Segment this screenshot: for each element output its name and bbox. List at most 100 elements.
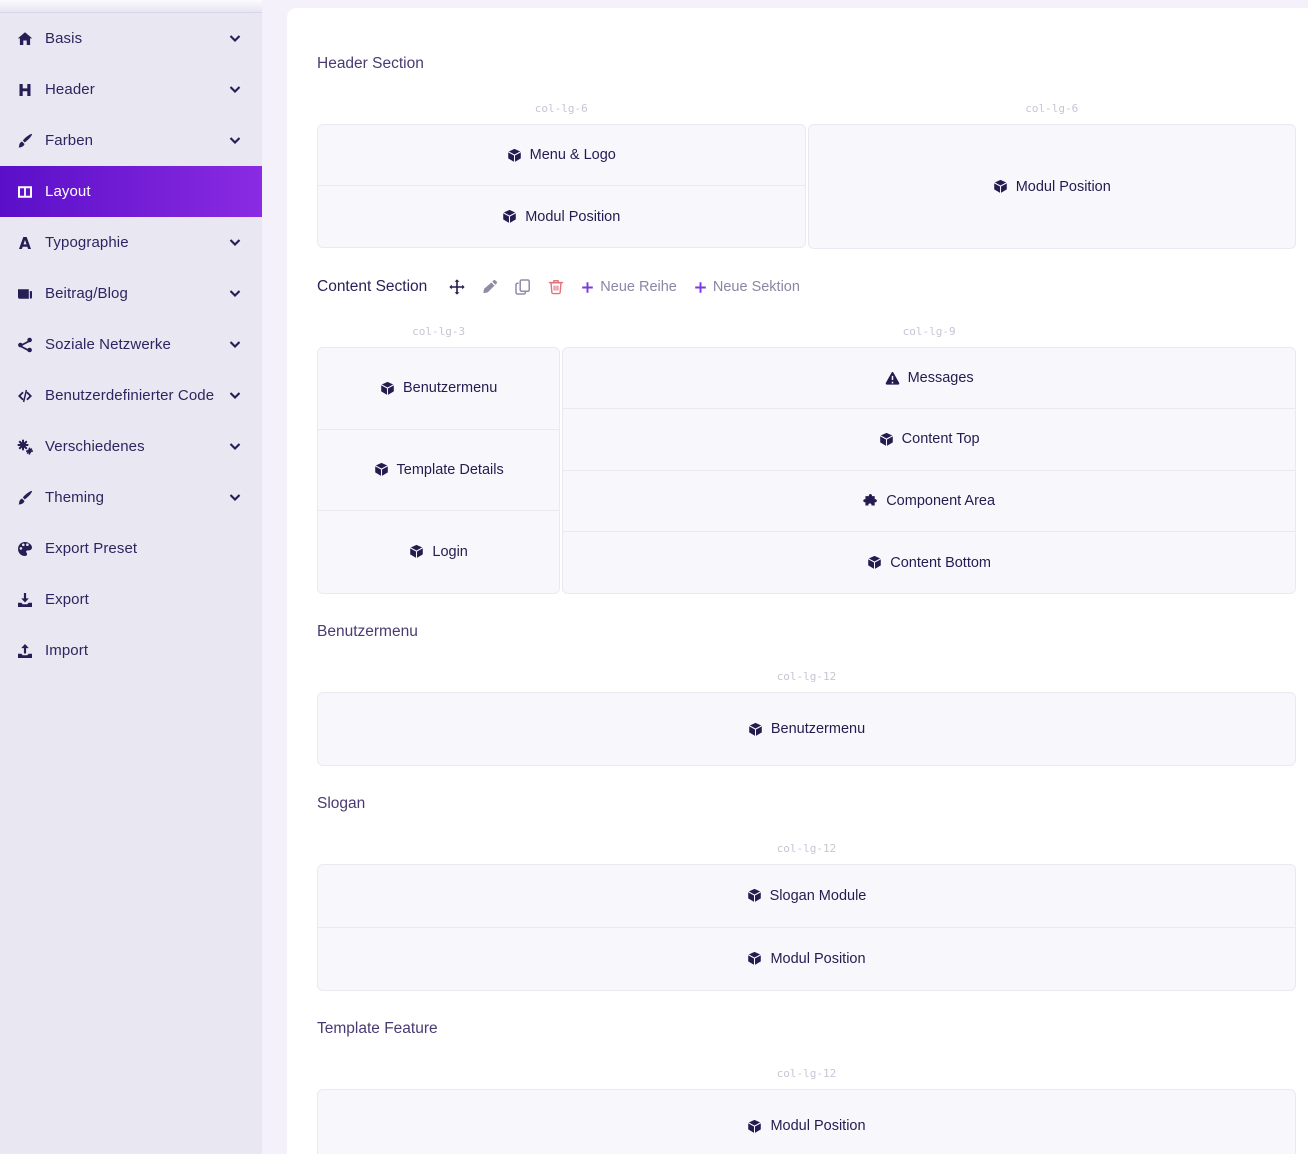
main-area: Header Section col-lg-6 Menu & Logo: [262, 0, 1308, 1154]
sidebar-item-label: Farben: [45, 132, 94, 149]
cell-slogan-module[interactable]: Slogan Module: [318, 865, 1295, 928]
cell-label: Benutzermenu: [770, 721, 866, 738]
section-title: Header Section: [317, 55, 424, 72]
sidebar-item-label: Verschiedenes: [45, 438, 145, 455]
section-header-section: Header Section col-lg-6 Menu & Logo: [317, 55, 1296, 249]
cell-modul-position[interactable]: Modul Position: [809, 125, 1296, 248]
chevron-down-icon: [228, 83, 242, 97]
layout-builder-panel: Header Section col-lg-6 Menu & Logo: [287, 8, 1308, 1154]
new-section-label: Neue Sektion: [712, 279, 800, 295]
palette-icon: [14, 541, 36, 557]
sidebar-item-label: Benutzerdefinierter Code: [45, 387, 215, 404]
column-size-label: col-lg-12: [776, 1067, 837, 1081]
cell-modul-position[interactable]: Modul Position: [318, 1090, 1295, 1154]
brush-icon: [14, 133, 36, 149]
section-content-section: Content Section Neue Reihe Neue Sektion: [317, 278, 1296, 595]
sidebar-item-verschiedenes[interactable]: Verschiedenes: [0, 421, 262, 472]
cell-modul-position[interactable]: Modul Position: [318, 928, 1295, 991]
column-box: Slogan Module Modul Position: [317, 864, 1296, 992]
chevron-down-icon: [228, 440, 242, 454]
sidebar-item-export-preset[interactable]: Export Preset: [0, 523, 262, 574]
section-title: Slogan: [317, 795, 366, 813]
column-size-label: col-lg-9: [902, 325, 956, 338]
new-row-label: Neue Reihe: [600, 279, 677, 295]
column-box: Benutzermenu Template Details Login: [317, 347, 561, 594]
sidebar-item-benutzerdefinierter-code[interactable]: Benutzerdefinierter Code: [0, 370, 262, 421]
sidebar-item-export[interactable]: Export: [0, 574, 262, 625]
column-box: Benutzermenu: [317, 692, 1296, 767]
chevron-down-icon: [228, 338, 242, 352]
cell-template-details[interactable]: Template Details: [318, 430, 560, 512]
chevron-down-icon: [228, 287, 242, 301]
column-box: Modul Position: [317, 1089, 1296, 1154]
section-toolbar: Neue Reihe Neue Sektion: [449, 279, 800, 295]
cell-label: Content Top: [901, 431, 980, 448]
sidebar-item-basis[interactable]: Basis: [0, 13, 262, 64]
move-icon[interactable]: [449, 279, 465, 295]
sidebar-item-import[interactable]: Import: [0, 625, 262, 676]
column-size-label: col-lg-12: [776, 842, 837, 856]
chevron-down-icon: [228, 134, 242, 148]
cogs-icon: [14, 439, 36, 455]
sidebar-item-header[interactable]: Header: [0, 64, 262, 115]
plus-icon: [581, 281, 594, 294]
section-benutzermenu: Benutzermenu col-lg-12 Benutzermenu: [317, 623, 1296, 767]
cell-label: Slogan Module: [769, 887, 867, 904]
download-icon: [14, 592, 36, 608]
cell-content-top[interactable]: Content Top: [563, 409, 1295, 471]
sidebar-item-beitrag-blog[interactable]: Beitrag/Blog: [0, 268, 262, 319]
copy-icon[interactable]: [515, 279, 531, 295]
cube-icon: [747, 888, 762, 903]
cube-icon: [502, 209, 517, 224]
cube-icon: [507, 148, 522, 163]
pencil-icon[interactable]: [482, 279, 498, 295]
sidebar-item-soziale-netzwerke[interactable]: Soziale Netzwerke: [0, 319, 262, 370]
sidebar-item-farben[interactable]: Farben: [0, 115, 262, 166]
column-size-label: col-lg-6: [534, 102, 588, 115]
sidebar-item-label: Beitrag/Blog: [45, 285, 128, 302]
cell-component-area[interactable]: Component Area: [563, 471, 1295, 532]
cell-messages[interactable]: Messages: [563, 348, 1295, 410]
cell-content-bottom[interactable]: Content Bottom: [563, 532, 1295, 593]
column-box: Messages Content Top Component Area: [562, 347, 1296, 595]
cell-benutzermenu[interactable]: Benutzermenu: [318, 693, 1295, 765]
cell-label: Login: [432, 543, 468, 560]
cell-label: Modul Position: [770, 950, 866, 967]
cell-label: Messages: [907, 370, 974, 387]
font-icon: [14, 235, 36, 251]
cell-modul-position[interactable]: Modul Position: [318, 186, 805, 247]
newspaper-icon: [14, 286, 36, 302]
section-slogan: Slogan col-lg-12 Slogan Module Modu: [317, 795, 1296, 992]
cell-login[interactable]: Login: [318, 511, 559, 593]
cell-label: Content Bottom: [890, 554, 991, 571]
cell-label: Menu & Logo: [529, 147, 616, 163]
brush-icon: [14, 490, 36, 506]
sidebar-item-typographie[interactable]: Typographie: [0, 217, 262, 268]
cell-menu-logo[interactable]: Menu & Logo: [318, 125, 805, 186]
new-section-button[interactable]: Neue Sektion: [694, 279, 800, 295]
heading-icon: [14, 82, 36, 98]
chevron-down-icon: [228, 389, 242, 403]
cell-benutzermenu[interactable]: Benutzermenu: [318, 348, 560, 430]
column-box: Modul Position: [807, 124, 1296, 249]
sidebar-item-theming[interactable]: Theming: [0, 472, 262, 523]
plus-icon: [694, 281, 707, 294]
sidebar-item-label: Theming: [45, 489, 105, 506]
cube-icon: [747, 1119, 762, 1134]
column-size-label: col-lg-6: [1025, 102, 1079, 115]
section-template-feature: Template Feature col-lg-12 Modul Positio…: [317, 1020, 1296, 1154]
chevron-down-icon: [228, 491, 242, 505]
section-title: Benutzermenu: [317, 623, 418, 641]
column-size-label: col-lg-3: [412, 325, 466, 338]
sidebar-item-label: Header: [45, 81, 95, 98]
trash-icon[interactable]: [548, 279, 564, 295]
section-title: Template Feature: [317, 1020, 438, 1038]
sidebar-item-layout[interactable]: Layout: [0, 166, 262, 217]
chevron-down-icon: [228, 32, 242, 46]
new-row-button[interactable]: Neue Reihe: [581, 279, 677, 295]
sidebar-item-label: Export Preset: [45, 540, 138, 557]
cell-label: Benutzermenu: [402, 380, 498, 397]
sidebar-top-strip: [0, 0, 262, 13]
sidebar-item-label: Typographie: [45, 234, 129, 251]
